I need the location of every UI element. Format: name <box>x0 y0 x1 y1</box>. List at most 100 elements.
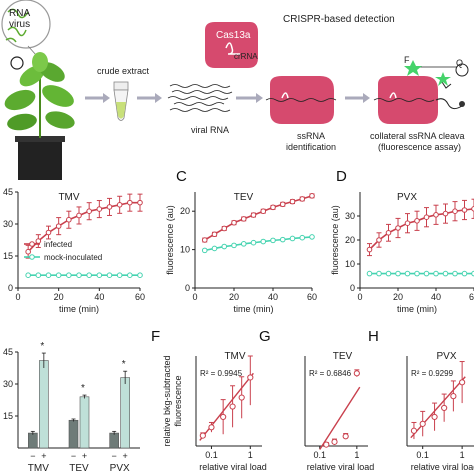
y-tick-label-E: 15 <box>3 411 13 421</box>
data-point <box>423 270 430 277</box>
data-point <box>35 238 42 244</box>
x-tick-label-C: 0 <box>192 292 197 302</box>
series-line-C-1 <box>204 236 313 252</box>
data-point <box>414 270 420 277</box>
data-point <box>240 241 247 247</box>
data-point <box>404 270 411 277</box>
data-point <box>55 272 62 279</box>
fluorophore-icon <box>404 60 451 86</box>
arrow-icon <box>85 93 370 103</box>
y-axis-label-C: fluorescence (au) <box>165 205 175 275</box>
chart-title-G: TEV <box>333 351 353 362</box>
data-point <box>25 272 31 279</box>
data-point <box>137 272 143 279</box>
data-point <box>250 239 257 246</box>
fit-line-F <box>199 372 254 441</box>
y-tick-label-C: 20 <box>180 206 190 216</box>
panel-letter-c: C <box>176 168 187 185</box>
bar-PVX-0 <box>109 432 119 449</box>
data-point <box>459 379 466 386</box>
data-point <box>25 248 31 255</box>
data-point <box>404 220 411 226</box>
data-point <box>299 196 306 202</box>
collateral-label: collateral ssRNA cleava <box>370 131 465 141</box>
data-point <box>66 216 72 223</box>
data-point <box>86 208 92 214</box>
y-tick-label-E: 45 <box>3 347 13 357</box>
x-axis-label-H: relative viral load <box>411 462 474 472</box>
y-tick-label-B: 30 <box>3 219 13 229</box>
panel-letter-g: G <box>259 328 271 345</box>
y-tick-label-B: 0 <box>8 283 13 293</box>
data-point <box>260 208 267 214</box>
data-point <box>76 212 82 219</box>
data-point <box>220 413 227 421</box>
fit-line-G <box>319 386 361 450</box>
data-point <box>366 270 373 277</box>
schematic-svg <box>1 0 469 180</box>
data-point <box>289 235 296 242</box>
q-label: Q <box>456 58 464 68</box>
data-point <box>116 272 123 279</box>
data-point <box>270 204 276 211</box>
data-point <box>433 212 439 218</box>
data-point <box>395 270 401 277</box>
data-point <box>127 272 133 279</box>
data-point <box>66 272 72 279</box>
bar-TMV-1 <box>39 360 49 449</box>
data-point <box>471 270 474 277</box>
y-tick-label-D: 20 <box>345 235 355 245</box>
x-tick-label-G: 1 <box>354 450 359 460</box>
schematic-panel: RNA virus CRISPR-based detection crude e… <box>0 0 474 190</box>
quencher-icon <box>415 63 469 89</box>
panel-letter-d: D <box>336 168 347 185</box>
y-tick-label-E: 30 <box>3 379 13 389</box>
x-tick-label-F: 0.1 <box>205 450 218 460</box>
data-point <box>106 204 113 210</box>
data-point <box>385 270 392 277</box>
crrna-label: crRNA <box>234 52 258 61</box>
data-point <box>450 393 457 400</box>
y-tick-label-C: 10 <box>180 245 190 255</box>
bar-PVX-1 <box>120 377 130 449</box>
cas13a-icon <box>205 22 258 68</box>
fit-line-H <box>410 376 466 439</box>
data-point <box>433 270 439 277</box>
y-tick-label-B: 45 <box>3 187 13 197</box>
sign-label: − <box>112 451 117 461</box>
data-point <box>331 438 338 445</box>
data-point <box>279 201 286 208</box>
f-label: F <box>404 55 410 65</box>
x-tick-label-D: 0 <box>357 292 362 302</box>
data-point <box>86 272 92 279</box>
chart-title-B: TMV <box>58 192 79 203</box>
panel-letter-f: F <box>151 328 161 345</box>
virus-label: RNA virus <box>9 8 31 30</box>
y-axis-label-F: relative bkg-subtracted <box>162 355 172 446</box>
data-point <box>45 272 52 279</box>
x-tick-label-B: 60 <box>135 292 145 302</box>
data-point <box>442 210 449 217</box>
data-point <box>106 272 113 279</box>
tube-icon <box>113 81 129 121</box>
y-tick-label-D: 10 <box>345 259 355 269</box>
ssrna-identification-label: ssRNA identification <box>286 131 337 152</box>
x-tick-label-C: 20 <box>229 292 239 302</box>
x-tick-label-D: 40 <box>431 292 441 302</box>
sign-label: + <box>82 451 87 461</box>
series-line-C-0 <box>204 195 313 241</box>
x-axis-label-F: relative viral load <box>199 462 267 472</box>
data-point <box>137 199 143 206</box>
r2-label-F: R² = 0.9945 <box>200 369 243 378</box>
x-tick-label-C: 40 <box>268 292 278 302</box>
data-point <box>55 223 62 229</box>
data-point <box>116 202 123 208</box>
data-point <box>231 242 237 249</box>
viral-rna-strands <box>167 84 233 112</box>
x-tick-label-H: 1 <box>460 450 465 460</box>
panel-letter-h: H <box>368 328 379 345</box>
x-tick-label-D: 20 <box>393 292 403 302</box>
data-point <box>419 420 426 427</box>
x-tick-label-C: 60 <box>307 292 317 302</box>
